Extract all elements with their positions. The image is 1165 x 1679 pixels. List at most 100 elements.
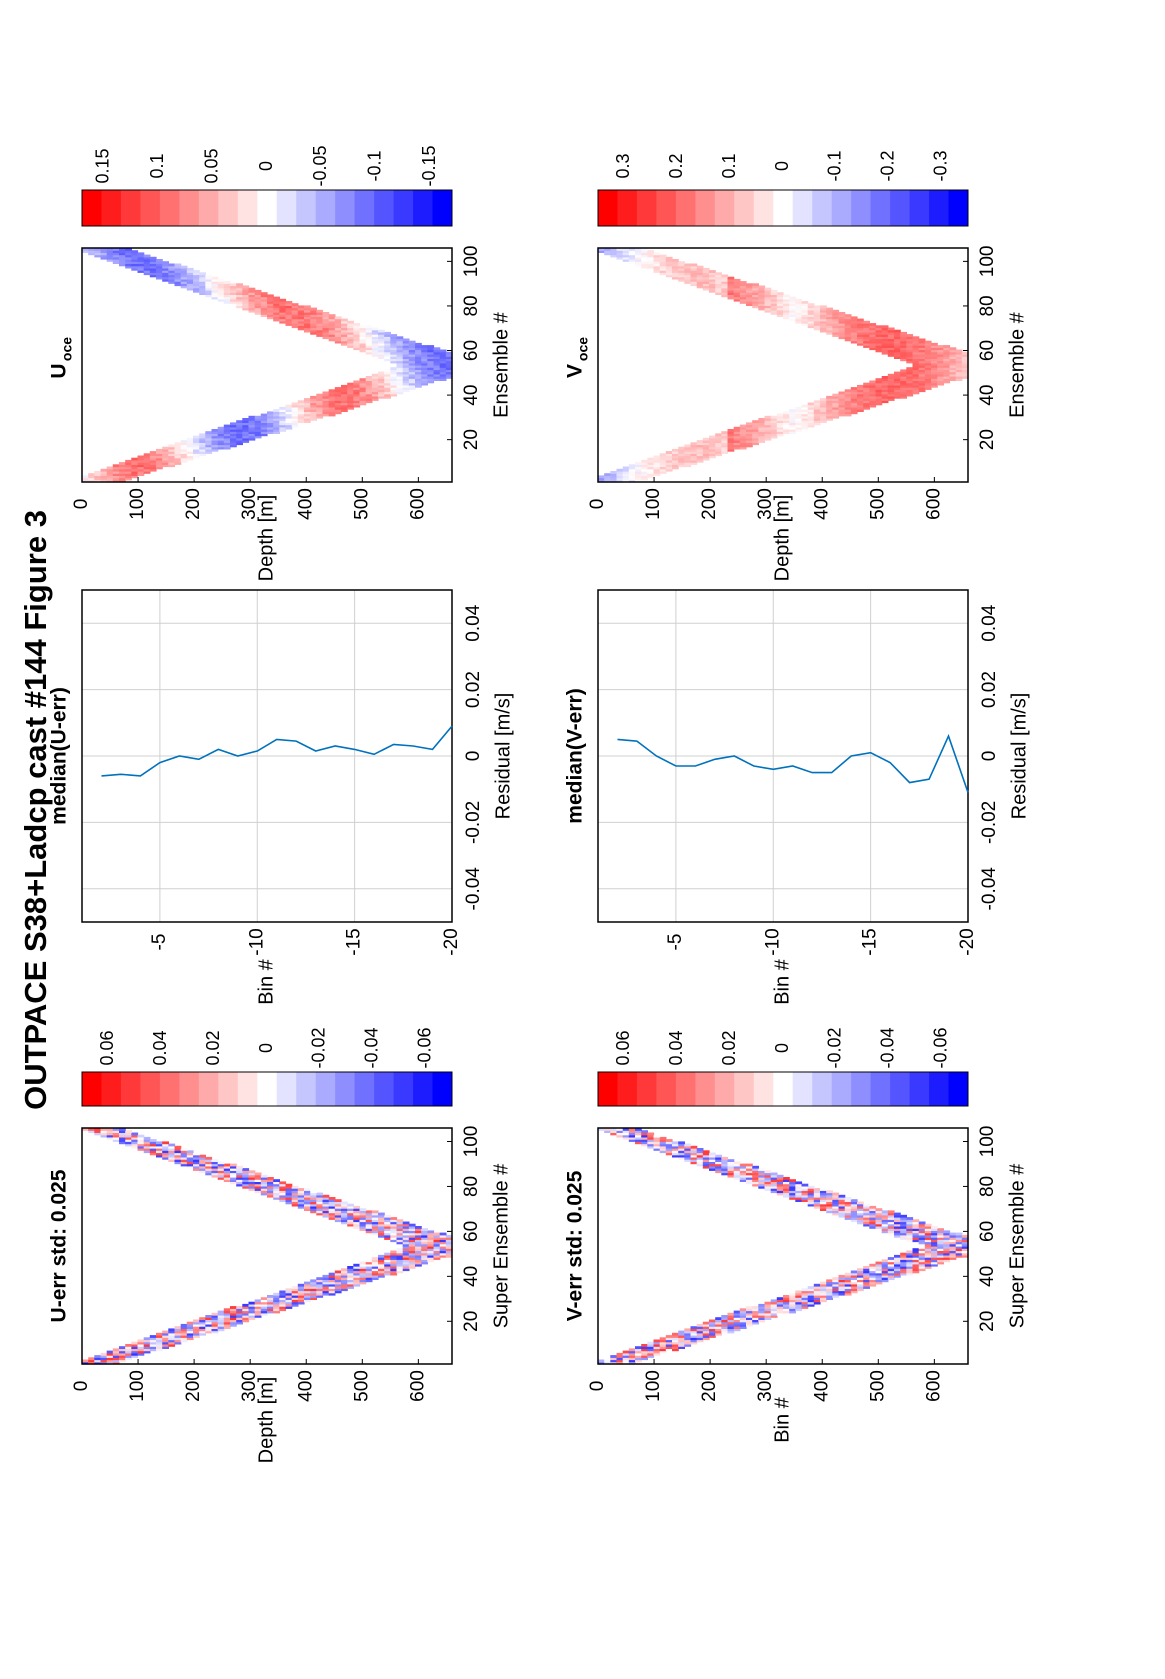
heatmap-cell bbox=[721, 435, 729, 439]
heatmap-cell bbox=[857, 409, 864, 412]
heatmap-cell bbox=[402, 1261, 410, 1265]
heatmap-cell bbox=[174, 263, 182, 267]
heatmap-cell bbox=[439, 362, 447, 366]
heatmap-cell bbox=[211, 446, 219, 450]
heatmap-cell bbox=[353, 1221, 361, 1225]
heatmap-cell bbox=[702, 453, 710, 457]
heatmap-cell bbox=[770, 433, 778, 437]
heatmap-cell bbox=[770, 307, 778, 311]
heatmap-cell bbox=[119, 263, 126, 267]
ensemble-tick-label: 60 bbox=[461, 340, 482, 361]
heatmap-cell bbox=[918, 1259, 926, 1263]
heatmap-cell bbox=[678, 1143, 685, 1147]
heatmap-cell bbox=[807, 418, 815, 421]
heatmap-cell bbox=[924, 1252, 932, 1256]
heatmap-cell bbox=[94, 1132, 102, 1136]
heatmap-cell bbox=[616, 256, 624, 260]
heatmap-cell bbox=[384, 1261, 391, 1265]
heatmap-cell bbox=[408, 342, 416, 346]
heatmap-cell bbox=[421, 1250, 428, 1254]
heatmap-cell bbox=[106, 256, 114, 260]
heatmap-cell bbox=[236, 296, 243, 300]
heatmap-cell bbox=[310, 400, 317, 404]
heatmap-cell bbox=[236, 426, 243, 430]
heatmap-cell bbox=[334, 1217, 342, 1220]
heatmap-cell bbox=[702, 1156, 710, 1160]
heatmap-cell bbox=[659, 466, 667, 470]
heatmap-cell bbox=[415, 362, 422, 366]
heatmap-cell bbox=[304, 402, 311, 406]
heatmap-cell bbox=[396, 1232, 404, 1236]
heatmap-cell bbox=[875, 393, 883, 397]
heatmap-cell bbox=[248, 1303, 256, 1307]
heatmap-cell bbox=[598, 475, 605, 479]
heatmap-cell bbox=[279, 305, 287, 309]
heatmap-cell bbox=[267, 1297, 274, 1300]
heatmap-cell bbox=[316, 1199, 324, 1202]
heatmap-cell bbox=[242, 1315, 250, 1318]
heatmap-cell bbox=[783, 1301, 790, 1305]
heatmap-cell bbox=[906, 367, 914, 370]
heatmap-cell bbox=[776, 1183, 784, 1187]
heatmap-cell bbox=[384, 1228, 391, 1231]
heatmap-cell bbox=[857, 327, 864, 331]
heatmap-cell bbox=[733, 1312, 741, 1316]
heatmap-cell bbox=[776, 309, 784, 313]
heatmap-cell bbox=[955, 376, 963, 379]
heatmap-cell bbox=[721, 442, 729, 446]
heatmap-cell bbox=[328, 320, 336, 324]
heatmap-cell bbox=[378, 1274, 385, 1278]
heatmap-cell bbox=[371, 1230, 379, 1234]
heatmap-cell bbox=[746, 424, 753, 428]
depth-tick-label: 500 bbox=[351, 488, 372, 520]
heatmap-cell bbox=[408, 351, 416, 355]
heatmap-cell bbox=[242, 285, 250, 289]
heatmap-cell bbox=[918, 1228, 926, 1231]
heatmap-cell bbox=[279, 1194, 287, 1198]
heatmap-cell bbox=[628, 466, 636, 470]
heatmap-cell bbox=[912, 1248, 920, 1251]
heatmap-cell bbox=[304, 1188, 311, 1191]
heatmap-cell bbox=[297, 309, 305, 313]
heatmap-cell bbox=[844, 1201, 852, 1205]
heatmap-cell bbox=[727, 1315, 735, 1318]
heatmap-cell bbox=[813, 415, 821, 419]
heatmap-cell bbox=[378, 342, 385, 346]
heatmap-cell bbox=[279, 314, 287, 317]
heatmap-cell bbox=[359, 400, 367, 404]
heatmap-cell bbox=[696, 1339, 704, 1343]
heatmap-cell bbox=[334, 389, 342, 393]
heatmap-cell bbox=[696, 1152, 704, 1156]
heatmap-cell bbox=[88, 1359, 95, 1363]
heatmap-cell bbox=[353, 1281, 361, 1285]
heatmap-cell bbox=[396, 1221, 404, 1225]
heatmap-cell bbox=[758, 294, 766, 298]
heatmap-cell bbox=[285, 1306, 293, 1309]
heatmap-cell bbox=[696, 281, 704, 284]
heatmap-cell bbox=[273, 1295, 280, 1298]
heatmap-cell bbox=[795, 1303, 803, 1307]
heatmap-cell bbox=[384, 336, 391, 340]
heatmap-cell bbox=[131, 466, 139, 470]
heatmap-cell bbox=[402, 1241, 410, 1245]
heatmap-cell bbox=[421, 371, 428, 375]
heatmap-cell bbox=[131, 459, 139, 463]
heatmap-cell bbox=[310, 1295, 317, 1298]
heatmap-cell bbox=[421, 1248, 428, 1251]
heatmap-cell bbox=[807, 406, 815, 410]
heatmap-cell bbox=[279, 1199, 287, 1202]
heatmap-cell bbox=[838, 1286, 846, 1289]
heatmap-cell bbox=[746, 1321, 753, 1325]
heatmap-cell bbox=[291, 1290, 299, 1294]
heatmap-cell bbox=[807, 1288, 815, 1292]
heatmap-cell bbox=[384, 331, 391, 335]
heatmap-cell bbox=[838, 1205, 846, 1209]
heatmap-cell bbox=[421, 362, 428, 366]
heatmap-cell bbox=[690, 442, 698, 446]
heatmap-cell bbox=[143, 259, 151, 262]
heatmap-cell bbox=[838, 320, 846, 324]
heatmap-cell bbox=[260, 1181, 268, 1185]
heatmap-cell bbox=[647, 1136, 655, 1140]
heatmap-cell bbox=[746, 283, 753, 287]
heatmap-cell bbox=[869, 323, 877, 326]
